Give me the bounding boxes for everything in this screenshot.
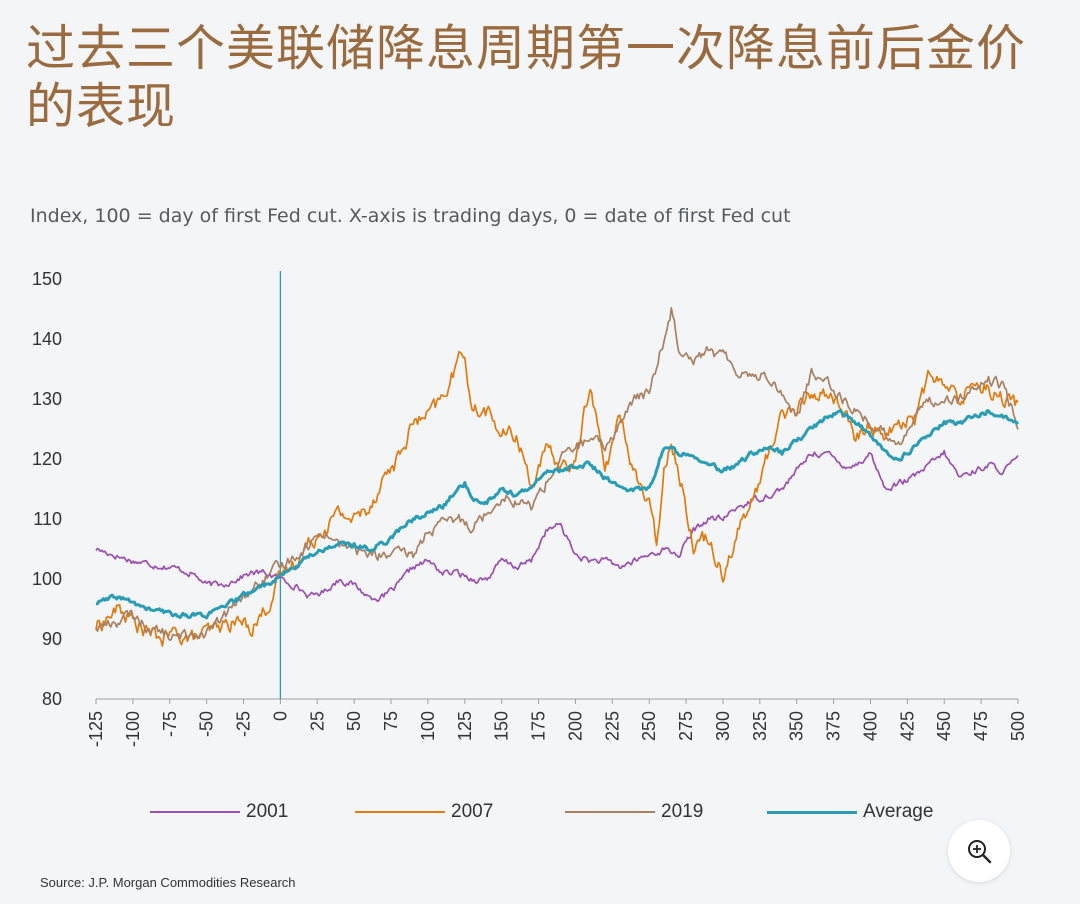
x-tick-label: 100 [418, 711, 438, 741]
legend-label: 2019 [661, 801, 704, 822]
x-tick-label: -50 [197, 711, 217, 737]
x-tick-label: 400 [860, 711, 880, 741]
x-tick-label: 225 [602, 711, 622, 741]
x-tick-label: 450 [934, 711, 954, 741]
series-line-2007 [95, 350, 1019, 647]
chart-subtitle: Index, 100 = day of first Fed cut. X-axi… [30, 205, 791, 227]
legend-label: Average [863, 801, 934, 822]
x-tick-label: -100 [123, 711, 143, 747]
x-tick-label: 25 [307, 711, 327, 731]
x-tick-label: 350 [787, 711, 807, 741]
legend-swatch [767, 810, 857, 814]
legend: 2001 2007 2019 Average [150, 797, 950, 827]
x-tick-label: 250 [639, 711, 659, 741]
y-tick-label: 140 [32, 329, 62, 349]
x-tick-label: 200 [565, 711, 585, 741]
x-tick-label: 125 [455, 711, 475, 741]
y-tick-label: 100 [32, 569, 62, 589]
legend-label: 2001 [246, 801, 289, 822]
y-tick-label: 150 [32, 269, 62, 289]
y-tick-label: 90 [42, 629, 62, 649]
series-group [95, 307, 1020, 647]
series-line-average [95, 409, 1020, 620]
line-chart: 80 90 100 110 120 130 140 150 -125 -100 -75 -50 -25… [32, 269, 1028, 747]
series-line-2001 [95, 449, 1019, 603]
zoom-in-icon [968, 840, 992, 864]
x-tick-label: 75 [381, 711, 401, 731]
legend-swatch [150, 811, 240, 813]
y-tick-label: 110 [33, 509, 62, 529]
y-tick-label: 120 [32, 449, 62, 469]
x-tick-label: 300 [713, 711, 733, 741]
x-axis: -125 -100 -75 -50 -25 0 25 50 75 100 125 150 175 200 2… [86, 698, 1028, 747]
x-tick-label: 325 [750, 711, 770, 741]
x-tick-label: 500 [1008, 711, 1028, 741]
x-tick-label: 375 [824, 711, 844, 741]
x-tick-label: 150 [492, 711, 512, 741]
x-tick-label: 0 [270, 711, 290, 721]
x-tick-label: 275 [676, 711, 696, 741]
x-tick-label: 425 [897, 711, 917, 741]
x-tick-label: 175 [529, 711, 549, 741]
legend-item-2001: 2001 [150, 797, 288, 827]
x-tick-label: -75 [160, 711, 180, 737]
x-tick-label: 50 [344, 711, 364, 731]
x-tick-label: -125 [86, 711, 106, 747]
legend-item-2019: 2019 [565, 797, 703, 827]
zoom-button[interactable] [948, 820, 1010, 882]
y-axis: 80 90 100 110 120 130 140 150 [32, 269, 62, 709]
x-tick-label: -25 [234, 711, 254, 737]
y-tick-label: 130 [32, 389, 62, 409]
legend-swatch [565, 811, 655, 813]
source-note: Source: J.P. Morgan Commodities Research [40, 875, 296, 890]
legend-item-2007: 2007 [355, 797, 493, 827]
legend-swatch [355, 811, 445, 813]
x-tick-label: 475 [971, 711, 991, 741]
chart-title: 过去三个美联储降息周期第一次降息前后金价的表现 [26, 20, 1027, 135]
legend-label: 2007 [451, 801, 494, 822]
legend-item-average: Average [767, 797, 933, 827]
y-tick-label: 80 [42, 689, 62, 709]
